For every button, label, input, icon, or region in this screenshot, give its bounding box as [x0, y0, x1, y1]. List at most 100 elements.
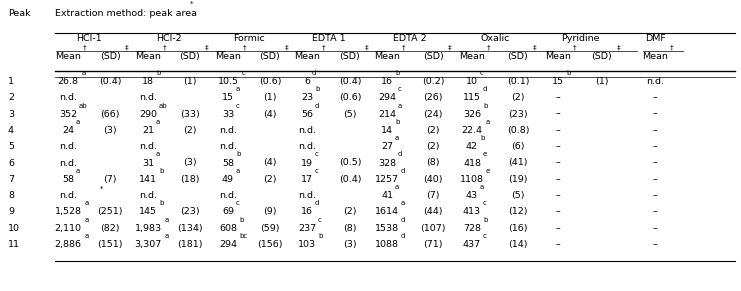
- Text: Pyridine: Pyridine: [561, 34, 599, 43]
- Text: (2): (2): [426, 126, 439, 135]
- Text: (6): (6): [511, 142, 525, 151]
- Text: 1538: 1538: [375, 224, 399, 233]
- Text: 19: 19: [301, 159, 313, 168]
- Text: (71): (71): [423, 240, 443, 249]
- Text: a: a: [236, 86, 240, 92]
- Text: (40): (40): [423, 175, 443, 184]
- Text: Extraction method: peak area: Extraction method: peak area: [55, 9, 197, 18]
- Text: a: a: [82, 70, 86, 76]
- Text: (44): (44): [423, 207, 443, 217]
- Text: 4: 4: [8, 126, 14, 135]
- Text: 33: 33: [222, 110, 234, 119]
- Text: (1): (1): [183, 77, 197, 86]
- Text: b: b: [483, 103, 488, 109]
- Text: (0.6): (0.6): [259, 77, 282, 86]
- Text: b: b: [318, 233, 322, 239]
- Text: †: †: [322, 44, 326, 50]
- Text: –: –: [653, 110, 657, 119]
- Text: 2: 2: [8, 93, 14, 102]
- Text: (181): (181): [177, 240, 203, 249]
- Text: (5): (5): [511, 191, 525, 200]
- Text: –: –: [556, 159, 560, 168]
- Text: n.d.: n.d.: [219, 142, 237, 151]
- Text: 41: 41: [381, 191, 393, 200]
- Text: (33): (33): [180, 110, 200, 119]
- Text: n.d.: n.d.: [59, 159, 77, 168]
- Text: (4): (4): [263, 110, 276, 119]
- Text: –: –: [556, 240, 560, 249]
- Text: (2): (2): [263, 175, 276, 184]
- Text: 141: 141: [139, 175, 157, 184]
- Text: 7: 7: [8, 175, 14, 184]
- Text: (0.5): (0.5): [339, 159, 362, 168]
- Text: Formic: Formic: [233, 34, 265, 43]
- Text: Oxalic: Oxalic: [480, 34, 510, 43]
- Text: –: –: [653, 126, 657, 135]
- Text: b: b: [395, 70, 399, 76]
- Text: a: a: [480, 184, 485, 190]
- Text: 49: 49: [222, 175, 234, 184]
- Text: ‡: ‡: [365, 44, 369, 50]
- Text: (23): (23): [180, 207, 200, 217]
- Text: 42: 42: [466, 142, 478, 151]
- Text: (107): (107): [420, 224, 446, 233]
- Text: ab: ab: [79, 103, 87, 109]
- Text: Mean: Mean: [215, 52, 241, 61]
- Text: (134): (134): [177, 224, 203, 233]
- Text: (2): (2): [343, 207, 356, 217]
- Text: 8: 8: [8, 191, 14, 200]
- Text: 21: 21: [142, 126, 154, 135]
- Text: (12): (12): [508, 207, 528, 217]
- Text: 145: 145: [139, 207, 157, 217]
- Text: –: –: [556, 175, 560, 184]
- Text: –: –: [653, 191, 657, 200]
- Text: (2): (2): [183, 126, 197, 135]
- Text: 103: 103: [298, 240, 316, 249]
- Text: –: –: [653, 93, 657, 102]
- Text: a: a: [85, 233, 89, 239]
- Text: b: b: [483, 217, 488, 223]
- Text: a: a: [156, 152, 160, 157]
- Text: (5): (5): [343, 110, 356, 119]
- Text: 1614: 1614: [375, 207, 399, 217]
- Text: n.d.: n.d.: [139, 191, 157, 200]
- Text: 290: 290: [139, 110, 157, 119]
- Text: (2): (2): [426, 142, 439, 151]
- Text: (7): (7): [103, 175, 117, 184]
- Text: b: b: [156, 70, 160, 76]
- Text: c: c: [483, 200, 487, 206]
- Text: 6: 6: [304, 77, 310, 86]
- Text: 17: 17: [301, 175, 313, 184]
- Text: (SD): (SD): [508, 52, 528, 61]
- Text: (156): (156): [257, 240, 283, 249]
- Text: Mean: Mean: [294, 52, 320, 61]
- Text: a: a: [486, 119, 491, 125]
- Text: d: d: [401, 168, 405, 174]
- Text: 15: 15: [222, 93, 234, 102]
- Text: (SD): (SD): [99, 52, 120, 61]
- Text: 3,307: 3,307: [134, 240, 162, 249]
- Text: d: d: [401, 233, 405, 239]
- Text: 326: 326: [463, 110, 481, 119]
- Text: d: d: [315, 103, 319, 109]
- Text: 56: 56: [301, 110, 313, 119]
- Text: †: †: [243, 44, 247, 50]
- Text: 9: 9: [8, 207, 14, 217]
- Text: 1: 1: [8, 77, 14, 86]
- Text: b: b: [159, 200, 163, 206]
- Text: 115: 115: [463, 93, 481, 102]
- Text: c: c: [236, 200, 240, 206]
- Text: ‡: ‡: [534, 44, 536, 50]
- Text: *: *: [190, 1, 193, 7]
- Text: (66): (66): [100, 110, 120, 119]
- Text: (3): (3): [343, 240, 357, 249]
- Text: 418: 418: [463, 159, 481, 168]
- Text: Mean: Mean: [135, 52, 161, 61]
- Text: –: –: [653, 207, 657, 217]
- Text: 43: 43: [466, 191, 478, 200]
- Text: (0.8): (0.8): [507, 126, 529, 135]
- Text: †: †: [402, 44, 406, 50]
- Text: *: *: [100, 186, 104, 192]
- Text: a: a: [165, 233, 169, 239]
- Text: b: b: [315, 86, 319, 92]
